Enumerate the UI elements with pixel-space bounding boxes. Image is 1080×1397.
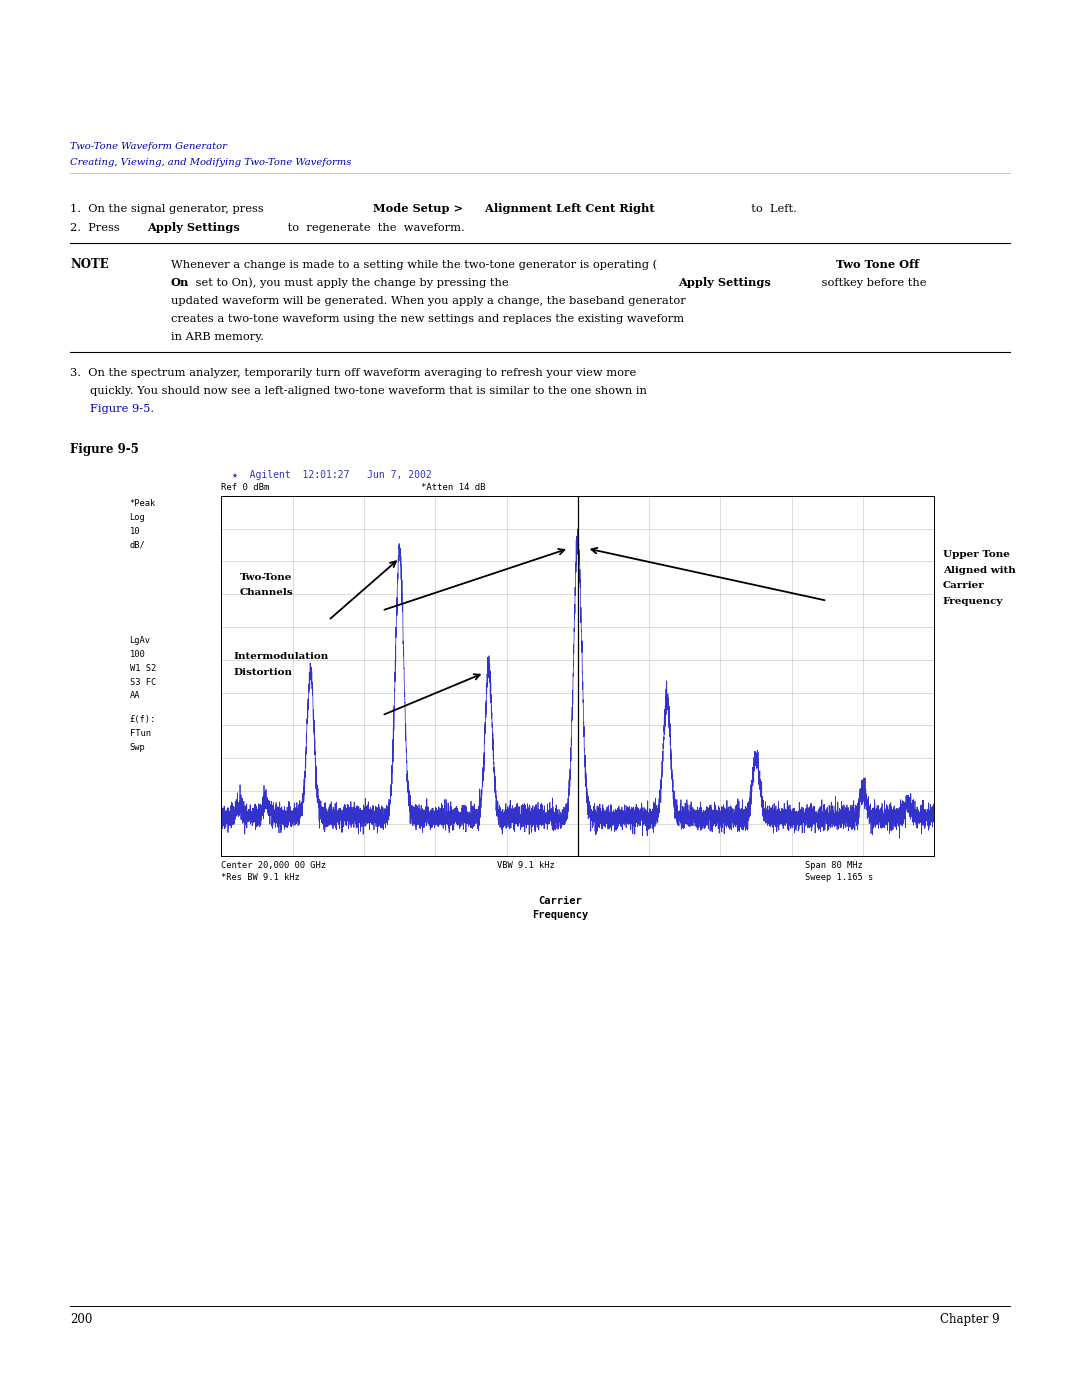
Text: Whenever a change is made to a setting while the two-tone generator is operating: Whenever a change is made to a setting w…	[171, 260, 657, 270]
Text: 3.  On the spectrum analyzer, temporarily turn off waveform averaging to refresh: 3. On the spectrum analyzer, temporarily…	[70, 367, 636, 377]
Text: AA: AA	[130, 692, 140, 700]
Text: ★  Agilent  12:01:27   Jun 7, 2002: ★ Agilent 12:01:27 Jun 7, 2002	[232, 469, 432, 479]
Text: *Atten 14 dB: *Atten 14 dB	[421, 483, 486, 492]
Text: Ref 0 dBm: Ref 0 dBm	[221, 483, 270, 492]
Text: W1 S2: W1 S2	[130, 664, 156, 672]
Text: Log: Log	[130, 513, 146, 521]
Text: to  regenerate  the  waveform.: to regenerate the waveform.	[284, 222, 464, 232]
Text: Two-Tone: Two-Tone	[240, 573, 292, 581]
Text: quickly. You should now see a left‐aligned two‐tone waveform that is similar to : quickly. You should now see a left‐align…	[90, 386, 647, 395]
Text: Apply Settings: Apply Settings	[678, 277, 771, 288]
Text: Swp: Swp	[130, 743, 146, 752]
Text: *Res BW 9.1 kHz: *Res BW 9.1 kHz	[221, 873, 300, 882]
Text: Creating, Viewing, and Modifying Two-Tone Waveforms: Creating, Viewing, and Modifying Two-Ton…	[70, 158, 352, 166]
Text: Mode Setup >: Mode Setup >	[373, 204, 462, 214]
Text: Carrier: Carrier	[539, 895, 582, 905]
Text: Alignment Left Cent Right: Alignment Left Cent Right	[481, 204, 654, 214]
Text: updated waveform will be generated. When you apply a change, the baseband genera: updated waveform will be generated. When…	[171, 296, 686, 306]
Text: dB/: dB/	[130, 541, 146, 549]
Text: to  Left.: to Left.	[744, 204, 797, 214]
Text: Two Tone Off: Two Tone Off	[836, 260, 919, 270]
Text: Aligned with: Aligned with	[943, 566, 1015, 574]
Text: 2.  Press: 2. Press	[70, 222, 123, 232]
Text: 100: 100	[130, 650, 146, 658]
Text: softkey before the: softkey before the	[818, 278, 926, 288]
Text: Channels: Channels	[240, 588, 294, 597]
Text: £(f):: £(f):	[130, 715, 156, 724]
Text: *Peak: *Peak	[130, 499, 156, 507]
Text: Two-Tone Waveform Generator: Two-Tone Waveform Generator	[70, 141, 227, 151]
Text: 10: 10	[130, 527, 140, 535]
Text: S3 FC: S3 FC	[130, 678, 156, 686]
Text: Intermodulation: Intermodulation	[233, 652, 328, 661]
Text: in ARB memory.: in ARB memory.	[171, 331, 264, 342]
Text: Frequency: Frequency	[532, 909, 589, 919]
Text: VBW 9.1 kHz: VBW 9.1 kHz	[497, 861, 554, 869]
Text: Distortion: Distortion	[233, 668, 293, 676]
Text: NOTE: NOTE	[70, 258, 109, 271]
Text: On: On	[171, 277, 189, 288]
Text: Upper Tone: Upper Tone	[943, 550, 1010, 559]
Text: 1.  On the signal generator, press: 1. On the signal generator, press	[70, 204, 268, 214]
Text: Chapter 9: Chapter 9	[940, 1313, 999, 1326]
Text: creates a two-tone waveform using the new settings and replaces the existing wav: creates a two-tone waveform using the ne…	[171, 314, 684, 324]
Text: Span 80 MHz: Span 80 MHz	[805, 861, 862, 869]
Text: LgAv: LgAv	[130, 636, 150, 644]
Text: Apply Settings: Apply Settings	[147, 222, 240, 232]
Text: Sweep 1.165 s: Sweep 1.165 s	[805, 873, 873, 882]
Text: Frequency: Frequency	[943, 597, 1003, 605]
Text: Carrier: Carrier	[943, 581, 985, 590]
Text: FTun: FTun	[130, 729, 150, 738]
Text: set to On), you must apply the change by pressing the: set to On), you must apply the change by…	[192, 278, 513, 288]
Text: Center 20,000 00 GHz: Center 20,000 00 GHz	[221, 861, 326, 869]
Text: Figure 9-5: Figure 9-5	[70, 443, 139, 455]
Text: 200: 200	[70, 1313, 93, 1326]
Text: Figure 9‑5.: Figure 9‑5.	[90, 404, 153, 414]
